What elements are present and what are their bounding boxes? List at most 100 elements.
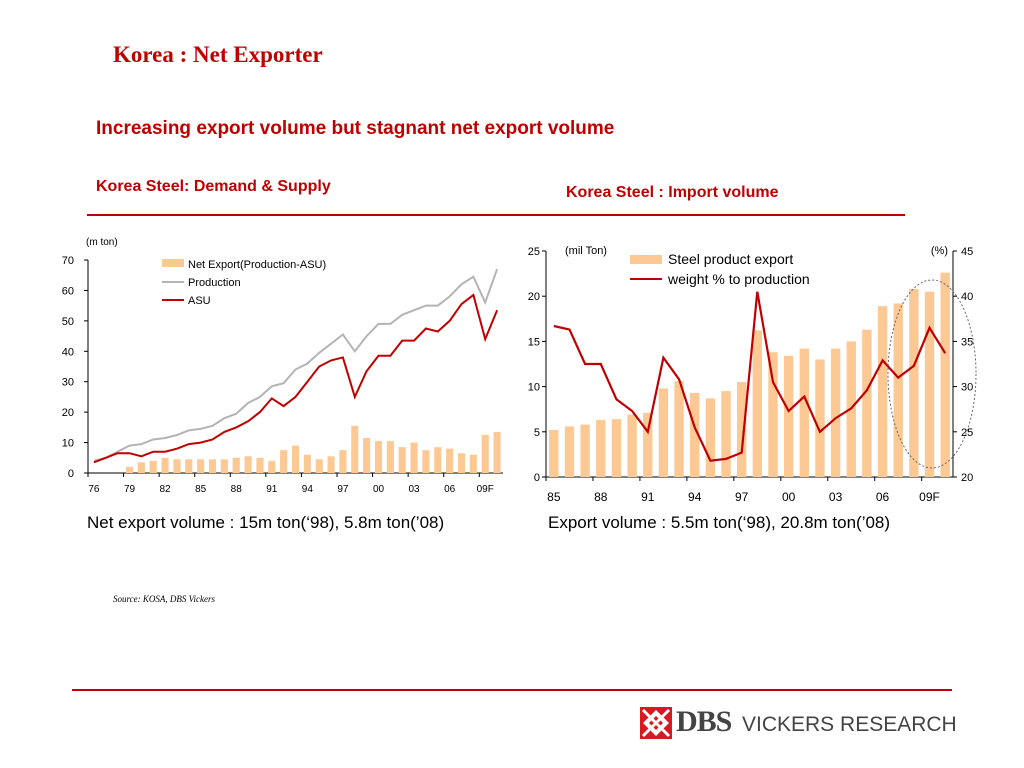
net-export-bar bbox=[173, 459, 181, 473]
export-bar bbox=[940, 272, 950, 477]
x-tick-label: 06 bbox=[876, 490, 890, 504]
net-export-bar bbox=[220, 459, 228, 473]
y-axis-label: (mil Ton) bbox=[565, 245, 607, 257]
export-volume-chart: 0 5 10 15 20 25 20 25 30 35 40 45 (mil Ton) (%) 85 88 91… bbox=[528, 245, 977, 504]
export-bar bbox=[893, 303, 903, 477]
legend-label: Production bbox=[188, 277, 241, 289]
net-export-bar bbox=[422, 450, 430, 473]
y2-tick-label: 35 bbox=[961, 336, 973, 348]
net-export-bar bbox=[410, 442, 418, 473]
x-tick-label: 82 bbox=[160, 484, 172, 495]
export-bar bbox=[909, 288, 919, 477]
net-export-bar bbox=[232, 457, 240, 473]
x-tick-label: 88 bbox=[231, 484, 243, 495]
net-export-bar bbox=[208, 459, 217, 473]
net-export-bar bbox=[315, 459, 323, 473]
export-bar bbox=[799, 348, 809, 477]
y-tick-label: 30 bbox=[62, 377, 74, 389]
demand-supply-chart: 0 10 20 30 40 50 60 70 (m ton) 76 79 82 85 88 91 94 97 00… bbox=[62, 237, 503, 495]
x-tick-label: 94 bbox=[688, 490, 702, 504]
legend-swatch-net-export bbox=[162, 259, 184, 267]
x-tick-label: 85 bbox=[195, 484, 207, 495]
source-note: Source: KOSA, DBS Vickers bbox=[113, 594, 215, 604]
dbs-vickers-logo: DBS VICKERS RESEARCH bbox=[640, 705, 960, 743]
net-export-bar bbox=[481, 434, 489, 473]
export-bar bbox=[690, 392, 700, 477]
y2-tick-label: 30 bbox=[961, 382, 973, 394]
export-bar bbox=[674, 381, 684, 477]
right-chart-subtitle: Korea Steel : Import volume bbox=[566, 184, 779, 201]
net-export-bar bbox=[493, 431, 501, 473]
right-chart-caption: Export volume : 5.5m ton(‘98), 20.8m ton… bbox=[548, 513, 891, 532]
net-export-bar bbox=[386, 441, 394, 473]
y-tick-label: 10 bbox=[528, 382, 540, 394]
legend-label: Net Export(Production-ASU) bbox=[188, 259, 326, 271]
y-tick-label: 15 bbox=[528, 336, 540, 348]
net-export-bar bbox=[457, 453, 466, 473]
y2-tick-label: 20 bbox=[961, 472, 973, 484]
legend-swatch-export bbox=[630, 255, 662, 264]
net-export-bar bbox=[244, 456, 252, 473]
net-export-bar bbox=[446, 448, 454, 473]
logo-dbs-text: DBS bbox=[676, 705, 732, 738]
net-export-bar bbox=[291, 445, 300, 473]
x-tick-label: 03 bbox=[829, 490, 843, 504]
x-tick-label: 85 bbox=[547, 490, 561, 504]
y-tick-label: 10 bbox=[62, 438, 74, 450]
legend-label: weight % to production bbox=[667, 271, 810, 287]
export-bar bbox=[830, 348, 841, 477]
x-tick-label: 09F bbox=[919, 490, 940, 504]
x-tick-label: 79 bbox=[124, 484, 136, 495]
y-tick-label: 50 bbox=[62, 316, 74, 328]
x-tick-label: 00 bbox=[782, 490, 796, 504]
net-export-bar bbox=[268, 460, 276, 473]
y-tick-label: 0 bbox=[534, 472, 540, 484]
net-export-bar bbox=[434, 447, 442, 473]
headline: Increasing export volume but stagnant ne… bbox=[96, 118, 615, 139]
x-tick-label: 03 bbox=[409, 484, 421, 495]
y-tick-label: 5 bbox=[534, 427, 540, 439]
export-bar bbox=[924, 291, 935, 477]
net-export-bar bbox=[280, 450, 288, 473]
net-export-bar bbox=[149, 460, 157, 473]
y-tick-label: 40 bbox=[62, 346, 74, 358]
export-bar bbox=[783, 355, 794, 477]
y-tick-label: 20 bbox=[528, 291, 540, 303]
net-export-bar bbox=[351, 425, 359, 473]
y-tick-label: 20 bbox=[62, 407, 74, 419]
legend-label: Steel product export bbox=[668, 251, 793, 267]
net-export-bar bbox=[374, 441, 383, 473]
net-export-bar bbox=[256, 457, 264, 473]
page-title: Korea : Net Exporter bbox=[113, 42, 323, 67]
export-bar bbox=[877, 306, 888, 477]
export-bar bbox=[596, 420, 606, 477]
y2-axis-label: (%) bbox=[931, 245, 948, 257]
highlight-ellipse bbox=[887, 279, 977, 469]
weight-pct-line bbox=[553, 291, 947, 462]
y2-tick-label: 45 bbox=[961, 246, 973, 258]
net-export-bar bbox=[161, 457, 169, 473]
net-export-bar bbox=[327, 456, 335, 473]
y2-tick-label: 25 bbox=[961, 427, 973, 439]
export-bar bbox=[549, 429, 559, 477]
left-chart-subtitle: Korea Steel: Demand & Supply bbox=[96, 178, 331, 195]
production-line bbox=[93, 268, 499, 462]
net-export-bar bbox=[303, 454, 311, 473]
bottom-divider bbox=[72, 689, 952, 691]
y-axis-label: (m ton) bbox=[86, 237, 118, 248]
net-export-bar bbox=[197, 459, 205, 473]
y2-tick-label: 40 bbox=[961, 291, 973, 303]
x-tick-label: 97 bbox=[337, 484, 349, 495]
asu-line bbox=[93, 293, 499, 464]
export-bar bbox=[815, 359, 825, 477]
x-tick-label: 00 bbox=[373, 484, 385, 495]
export-bar bbox=[705, 398, 716, 477]
net-export-bar bbox=[398, 447, 406, 473]
dbs-mark-icon bbox=[640, 707, 672, 739]
export-bar bbox=[721, 391, 731, 477]
logo-vickers-text: VICKERS RESEARCH bbox=[742, 713, 957, 736]
x-tick-label: 91 bbox=[641, 490, 655, 504]
export-bar bbox=[627, 414, 637, 477]
export-bar bbox=[752, 330, 763, 477]
left-chart-caption: Net export volume : 15m ton(‘98), 5.8m t… bbox=[87, 513, 445, 532]
